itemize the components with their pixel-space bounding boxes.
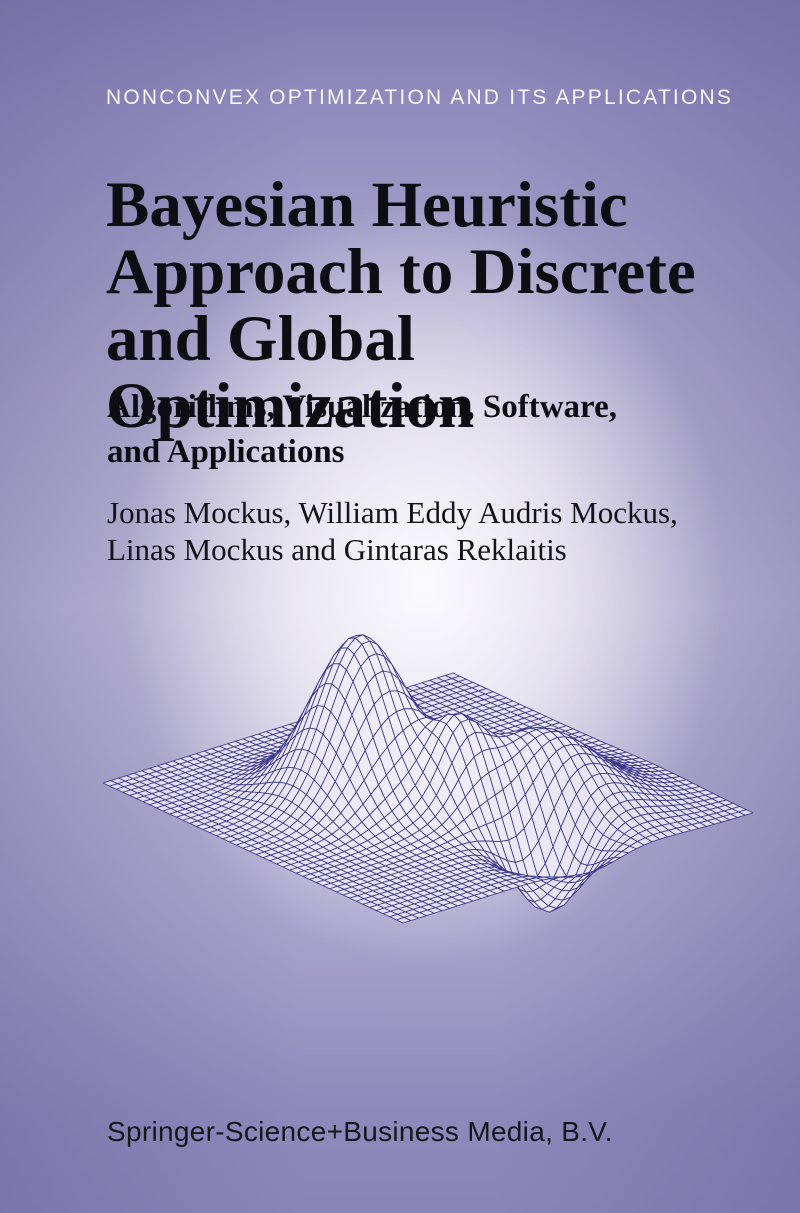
authors: Jonas Mockus, William Eddy Audris Mockus… bbox=[107, 494, 767, 568]
subtitle-line-1: Algorithms, Visualization, Software, bbox=[107, 389, 617, 425]
wireframe-surface-plot bbox=[72, 612, 772, 962]
title-line-1: Bayesian Heuristic bbox=[106, 169, 628, 241]
publisher-name: Springer-Science+Business Media, B.V. bbox=[107, 1116, 613, 1147]
series-title: NONCONVEX OPTIMIZATION AND ITS APPLICATI… bbox=[106, 86, 734, 109]
book-subtitle: Algorithms, Visualization, Software, and… bbox=[107, 385, 767, 475]
author-line-1: Jonas Mockus, William Eddy Audris Mockus… bbox=[107, 495, 678, 530]
book-title: Bayesian Heuristic Approach to Discrete … bbox=[106, 172, 786, 440]
title-line-2: Approach to Discrete bbox=[106, 236, 696, 308]
subtitle-line-2: and Applications bbox=[107, 434, 345, 470]
author-line-2: Linas Mockus and Gintaras Reklaitis bbox=[107, 532, 567, 567]
title-line-3: and Global Optimization bbox=[106, 303, 475, 442]
